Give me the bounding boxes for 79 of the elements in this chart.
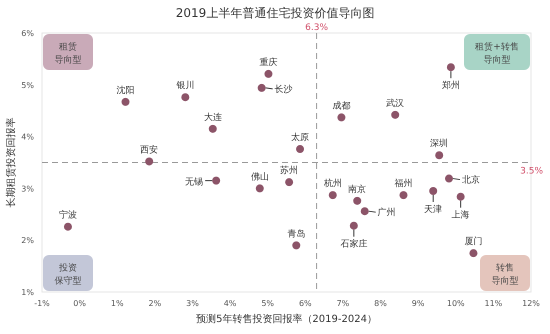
point [445,174,453,183]
y-tick-label: 4% [21,132,34,142]
point [456,192,465,201]
x-tick-label: 8% [374,299,388,308]
point [446,63,455,72]
point [353,196,362,205]
point [285,178,294,186]
annotation: 佛山 [250,171,269,182]
point [292,241,300,250]
point [469,249,478,258]
x-tick-label: 4% [224,299,237,308]
annotation: 厦门 [464,236,482,248]
annotation: 郑州 [442,80,460,92]
annotation: 天津 [424,204,442,215]
x-tick-label: 10% [446,299,466,308]
annotation: 大连 [204,112,222,123]
annotation: 银川 [175,80,194,92]
annotation: 太原 [291,132,310,144]
y-tick-label: 1% [21,288,34,297]
point [391,110,400,119]
x-tick-label: 3% [186,299,200,308]
annotation: 北京 [462,174,480,186]
y-axis-title: 长期租赁投资回报率 [5,118,17,208]
x-tick-label: 5% [261,299,274,308]
x-tick-label: 12% [522,299,540,308]
point [181,93,190,102]
annotation: 南京 [348,184,366,195]
point [256,184,264,192]
point [435,151,444,160]
point [360,207,369,216]
annotation: 重庆 [259,56,278,68]
annotation: 杭州 [322,178,342,190]
point [296,145,304,154]
point [212,176,220,185]
annotation: 宁波 [58,210,77,221]
y-tick-label: 6% [21,29,34,38]
annotation: 福州 [394,178,412,190]
y-tick-label: 5% [21,80,34,90]
ref-line-label: 6.3% [305,23,328,33]
x-tick-label: 7% [336,299,350,308]
annotation: 青岛 [287,228,306,240]
x-axis-title: 预测5年转售投资回报率（2019-2024） [196,313,377,325]
point [399,191,408,200]
annotation: 上海 [452,210,470,221]
annotation: 石家庄 [340,238,368,250]
annotation: 沈阳 [116,84,135,96]
y-tick-label: 3% [21,184,34,194]
annotation: 苏州 [280,165,298,176]
annotation: 长沙 [274,84,293,95]
point [64,222,72,231]
annotation: 租赁导向型 [54,42,82,66]
point [208,124,217,133]
point [328,191,337,200]
annotation: 租赁+转售导向型 [475,42,519,66]
ref-line-label: 3.5% [520,166,544,176]
x-tick-label: -1% [34,299,50,308]
annotation: 投资保守型 [54,262,82,286]
x-tick-label: 9% [412,299,425,308]
x-tick-label: 0% [73,299,86,308]
x-tick-label: 11% [484,299,503,308]
x-tick-label: 2% [148,299,162,308]
annotation: 成都 [332,100,350,112]
point [122,98,130,106]
y-tick-label: 2% [21,236,34,246]
point [258,84,266,92]
point [350,222,358,230]
chart-title: 2019上半年普通住宅投资价值导向图 [176,6,374,20]
annotation: 无锡 [185,176,204,188]
annotation: 西安 [140,144,158,156]
annotation: 武汉 [386,98,404,109]
annotation: 广州 [378,207,396,218]
annotation: 转售导向型 [492,262,518,286]
point [429,186,438,195]
point [145,157,154,166]
x-tick-label: 1% [110,299,124,308]
point [264,70,272,78]
annotation: 深圳 [430,138,448,150]
x-tick-label: 6% [298,299,312,308]
point [337,113,346,122]
